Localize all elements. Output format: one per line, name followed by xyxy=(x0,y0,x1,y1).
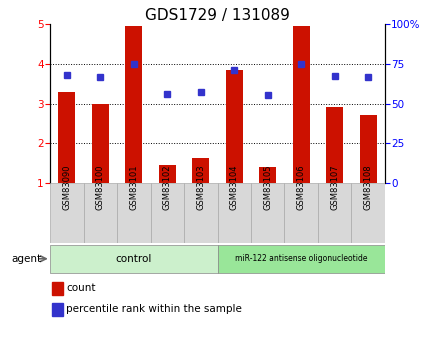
Text: GSM83104: GSM83104 xyxy=(229,165,238,210)
Bar xyxy=(359,116,376,183)
Text: GSM83108: GSM83108 xyxy=(363,165,372,210)
Bar xyxy=(217,245,384,273)
Bar xyxy=(292,26,309,183)
Text: GSM83101: GSM83101 xyxy=(129,165,138,210)
Text: control: control xyxy=(115,254,151,264)
Bar xyxy=(52,282,63,295)
Title: GDS1729 / 131089: GDS1729 / 131089 xyxy=(145,8,289,23)
Text: agent: agent xyxy=(11,254,41,264)
Bar xyxy=(92,104,108,183)
Bar xyxy=(250,183,284,243)
Bar xyxy=(50,245,217,273)
Text: GSM83107: GSM83107 xyxy=(329,165,339,210)
Text: GSM83106: GSM83106 xyxy=(296,165,305,210)
Bar xyxy=(259,167,276,183)
Bar xyxy=(317,183,351,243)
Bar xyxy=(50,183,83,243)
Bar xyxy=(284,183,317,243)
Bar xyxy=(351,183,384,243)
Text: count: count xyxy=(66,284,96,294)
Bar xyxy=(150,183,184,243)
Bar xyxy=(225,70,242,183)
Bar xyxy=(326,108,342,183)
Text: GSM83102: GSM83102 xyxy=(162,165,171,210)
Bar xyxy=(158,165,175,183)
Text: miR-122 antisense oligonucleotide: miR-122 antisense oligonucleotide xyxy=(234,254,367,263)
Bar xyxy=(125,26,142,183)
Text: percentile rank within the sample: percentile rank within the sample xyxy=(66,304,242,314)
Text: GSM83103: GSM83103 xyxy=(196,165,205,210)
Text: GSM83090: GSM83090 xyxy=(62,165,71,210)
Bar xyxy=(217,183,250,243)
Bar xyxy=(58,92,75,183)
Bar xyxy=(117,183,150,243)
Text: GSM83100: GSM83100 xyxy=(95,165,105,210)
Bar xyxy=(83,183,117,243)
Bar xyxy=(184,183,217,243)
Bar xyxy=(52,303,63,316)
Bar xyxy=(192,158,209,183)
Text: GSM83105: GSM83105 xyxy=(263,165,272,210)
